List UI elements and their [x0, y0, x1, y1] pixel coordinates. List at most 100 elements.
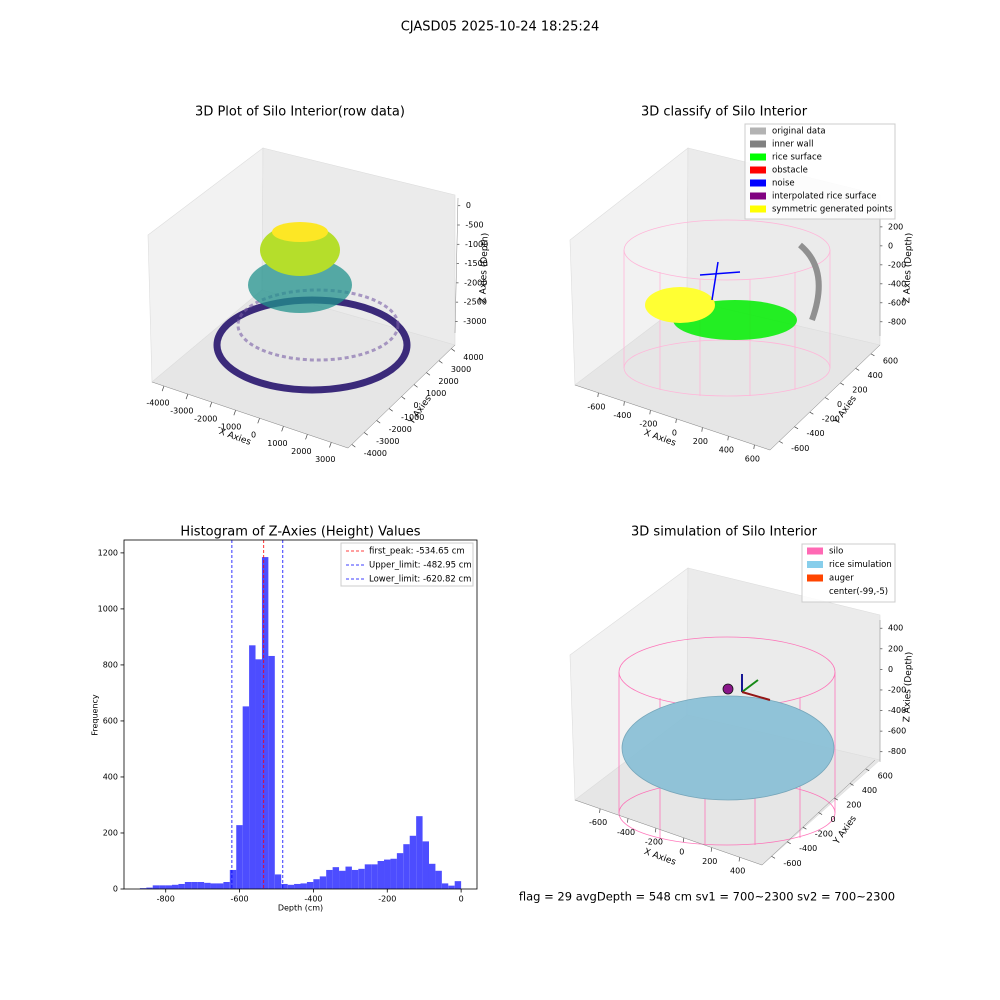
x-tick-label: -200: [645, 838, 663, 847]
tick-mark: [185, 393, 189, 400]
bar: [326, 869, 333, 889]
x-tick-label: -800: [157, 895, 175, 904]
bar: [306, 881, 314, 889]
tick-mark: [738, 857, 741, 862]
tick-mark: [824, 397, 829, 400]
bar: [139, 888, 147, 889]
z-tick-label: -200: [888, 685, 906, 694]
x-tick-label: 2000: [291, 447, 311, 456]
tick-mark: [675, 418, 677, 424]
y-tick-label: -400: [799, 844, 817, 853]
tick-mark: [376, 420, 381, 424]
bar: [435, 870, 442, 889]
z-tick-label: -800: [888, 317, 906, 326]
y-tick-label: 200: [852, 385, 867, 394]
legend-label: Upper_limit: -482.95 cm: [369, 561, 472, 571]
x-tick-label: -400: [613, 411, 631, 420]
x-tick-label: -1000: [218, 423, 241, 432]
bar: [229, 869, 237, 889]
axis-label: Z Axies (Depth): [902, 652, 914, 723]
x-axis-edge: [151, 381, 349, 449]
legend-label: Lower_limit: -620.82 cm: [369, 575, 471, 585]
tick-mark: [701, 427, 703, 432]
bar: [403, 844, 410, 889]
z-tick-label: -600: [888, 727, 906, 736]
bar: [300, 883, 307, 889]
legend-label: first_peak: -534.65 cm: [369, 547, 465, 557]
tick-mark: [802, 826, 807, 830]
bar: [339, 870, 346, 889]
tick-mark: [710, 847, 713, 852]
axis-label: Z Axies (Depth): [478, 233, 490, 304]
x-tick-label: 1000: [267, 439, 287, 448]
tick-mark: [426, 372, 431, 376]
bar: [345, 866, 352, 889]
axis-label: Y Axies: [831, 394, 859, 427]
y-tick-label: 0: [414, 401, 419, 410]
x-tick-label: -200: [639, 420, 657, 429]
bar: [184, 881, 192, 889]
legend-swatch: [750, 192, 766, 200]
tick-mark: [753, 444, 755, 450]
bar: [249, 645, 256, 889]
bar: [242, 706, 250, 889]
legend-label: center(-99,-5): [829, 587, 888, 597]
tick-mark: [809, 411, 814, 415]
y-tick-label: 0: [837, 400, 842, 409]
z-tick-label: -400: [888, 279, 906, 288]
bar: [204, 882, 211, 889]
legend-label: rice surface: [772, 153, 822, 163]
z-tick-label: -2500: [464, 298, 487, 307]
tick-mark: [682, 837, 685, 843]
tick-mark: [305, 434, 308, 440]
legend-swatch: [750, 153, 766, 161]
x-tick-label: 200: [702, 857, 717, 866]
legend-swatch: [807, 561, 823, 568]
tick-mark: [413, 384, 418, 388]
y-axis-edge: [347, 344, 456, 449]
bar: [281, 883, 288, 889]
tick-mark: [161, 385, 165, 392]
tick-mark: [627, 818, 629, 823]
figure-title: CJASD05 2025-10-24 18:25:24: [401, 20, 600, 35]
y-tick-label: -600: [783, 859, 801, 868]
chart-title: 3D classify of Silo Interior: [641, 105, 808, 120]
z-tick-label: -500: [465, 221, 483, 230]
bar: [191, 881, 198, 889]
y-tick-label: -600: [791, 444, 809, 453]
tick-mark: [818, 812, 823, 815]
z-tick-label: 0: [888, 665, 893, 674]
x-axis-edge: [574, 384, 771, 451]
y-tick-label: -200: [822, 415, 840, 424]
bar: [448, 885, 455, 889]
y-tick-label: 600: [883, 356, 898, 365]
axis-label: X Axies: [642, 847, 677, 868]
y-tick-label: -200: [815, 830, 833, 839]
x-tick-label: -2000: [194, 415, 217, 424]
z-tick-label: -800: [888, 747, 906, 756]
legend-box: [744, 123, 896, 220]
y-tick-label: 800: [103, 660, 118, 669]
x-tick-label: -3000: [170, 407, 193, 416]
tick-mark: [778, 440, 783, 444]
x-tick-label: 0: [679, 847, 684, 856]
y-tick-label: 0: [113, 885, 118, 894]
z-tick-label: -2000: [464, 278, 487, 287]
x-tick-label: 400: [730, 867, 745, 876]
legend-label: obstacle: [772, 166, 808, 176]
tick-mark: [451, 348, 456, 352]
z-tick-label: -1000: [465, 240, 488, 249]
bar: [197, 881, 205, 889]
axis-label: Y Axies: [406, 394, 434, 427]
bar: [409, 835, 417, 889]
bar: [428, 863, 436, 889]
bar: [210, 883, 217, 889]
bar: [274, 874, 282, 889]
z-tick-label: 200: [888, 222, 903, 231]
legend-swatch: [807, 574, 823, 582]
y-tick-label: -3000: [376, 437, 399, 446]
tick-mark: [599, 808, 601, 813]
bar: [422, 841, 429, 889]
tick-mark: [794, 426, 799, 430]
